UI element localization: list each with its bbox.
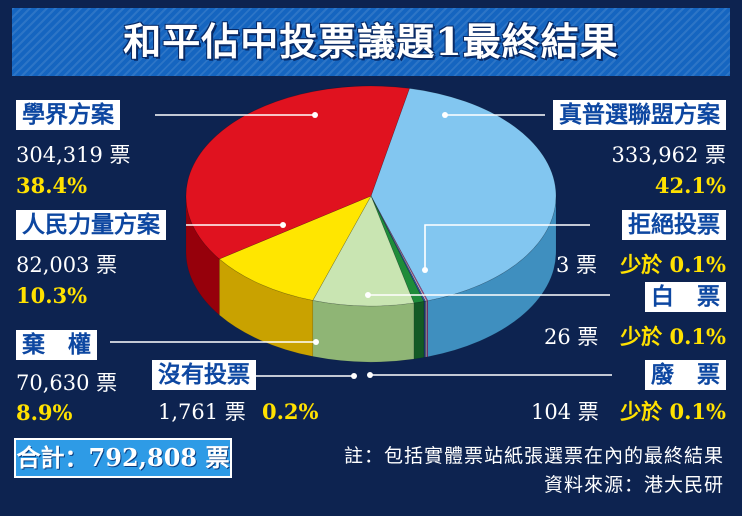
slice-label-no-vote: 沒有投票 xyxy=(152,360,256,390)
pie-slice-blank xyxy=(370,195,428,302)
slice-votes-scholarism: 304,319 票 xyxy=(16,143,131,167)
leader-dot-people_power xyxy=(280,222,286,228)
slice-percent-people-power: 10.3% xyxy=(16,283,88,308)
title-banner: 和平佔中投票議題1最終結果 xyxy=(12,8,730,76)
slice-votes-people-power: 82,003 票 xyxy=(16,253,118,277)
pie-slice-abstain xyxy=(370,195,429,302)
pie-tops xyxy=(185,85,557,307)
leader-dot-blank xyxy=(365,292,371,298)
slice-percent-scholarism: 38.4% xyxy=(16,173,88,198)
pie-slice-invalid xyxy=(370,195,427,302)
slice-label-invalid: 廢 票 xyxy=(645,360,726,390)
leader-dot-no_vote xyxy=(351,373,357,379)
slice-votes-blank: 26 票 xyxy=(544,325,599,349)
slice-percent-invalid: 少於 0.1% xyxy=(620,399,726,424)
slice-votes-waive: 70,630 票 xyxy=(16,371,118,395)
leader-dot-true_democracy xyxy=(442,112,448,118)
leader-dot-abstain xyxy=(422,267,428,273)
pie-side-no_vote xyxy=(413,301,425,360)
slice-label-abstain: 拒絕投票 xyxy=(622,210,726,240)
slice-label-true-democracy: 真普選聯盟方案 xyxy=(553,100,726,130)
slice-votes-true-democracy: 333,962 票 xyxy=(611,143,726,167)
slice-percent-no-vote: 0.2% xyxy=(262,399,319,424)
slice-label-blank: 白 票 xyxy=(645,282,726,312)
slice-label-people-power: 人民力量方案 xyxy=(16,210,166,240)
leader-dot-invalid xyxy=(367,372,373,378)
slice-votes-invalid: 104 票 xyxy=(531,400,599,424)
pie-slice-scholarism xyxy=(185,85,410,260)
total-badge: 合計：792,808 票 xyxy=(14,438,232,478)
pie-slice-people_power xyxy=(218,195,372,301)
slice-label-scholarism: 學界方案 xyxy=(16,100,120,130)
pie-side-waive xyxy=(312,300,415,363)
chart-title: 和平佔中投票議題1最終結果 xyxy=(123,19,619,64)
slice-label-waive: 棄 權 xyxy=(16,330,97,360)
leader-lines xyxy=(110,112,612,379)
title-texture xyxy=(12,8,730,76)
slice-percent-true-democracy: 42.1% xyxy=(654,173,726,198)
total-votes: 合計：792,808 票 xyxy=(16,443,230,472)
pie-slice-true_democracy xyxy=(370,88,557,302)
source-note: 資料來源：港大民研 xyxy=(543,474,724,496)
slice-percent-abstain: 少於 0.1% xyxy=(620,252,726,277)
leader-dot-scholarism xyxy=(312,112,318,118)
leader-dot-waive xyxy=(313,339,319,345)
slice-votes-no-vote: 1,761 票 xyxy=(158,400,246,424)
slice-votes-abstain: 3 票 xyxy=(556,253,598,277)
slice-percent-waive: 8.9% xyxy=(16,400,73,425)
leader-abstain xyxy=(424,224,590,270)
slice-percent-blank: 少於 0.1% xyxy=(620,324,726,349)
footnote: 註：包括實體票站紙張選票在內的最終結果 xyxy=(343,445,724,467)
pie-slice-no_vote xyxy=(370,195,425,304)
pie-slice-waive xyxy=(312,195,415,307)
